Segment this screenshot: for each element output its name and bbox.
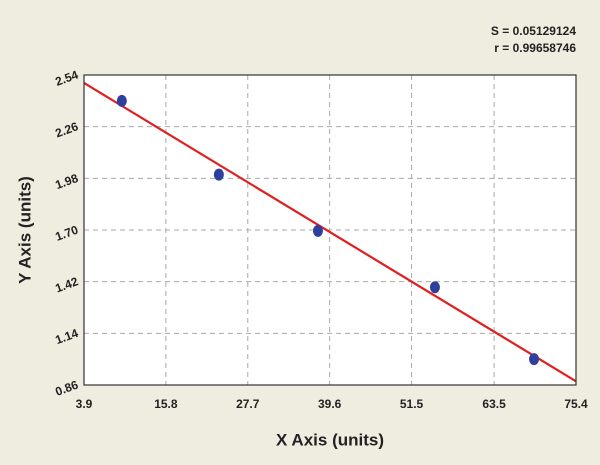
x-tick-label: 3.9 xyxy=(76,397,93,411)
x-tick-label: 63.5 xyxy=(482,397,506,411)
data-point xyxy=(429,281,440,294)
fit-line xyxy=(83,81,577,383)
data-point xyxy=(116,94,127,107)
data-point xyxy=(213,168,224,181)
x-tick-label: 51.5 xyxy=(400,397,424,411)
plot-frame xyxy=(83,74,577,386)
x-tick-label: 15.8 xyxy=(154,397,178,411)
x-tick-label: 75.4 xyxy=(564,397,588,411)
x-tick-label: 39.6 xyxy=(318,397,342,411)
annotation: S = 0.05129124 xyxy=(491,24,576,38)
x-tick-label: 27.7 xyxy=(236,397,260,411)
data-point xyxy=(529,353,540,366)
y-axis-title: Y Axis (units) xyxy=(15,176,34,284)
x-axis-title: X Axis (units) xyxy=(276,430,384,449)
data-point xyxy=(312,224,323,237)
annotation: r = 0.99658746 xyxy=(494,41,576,55)
